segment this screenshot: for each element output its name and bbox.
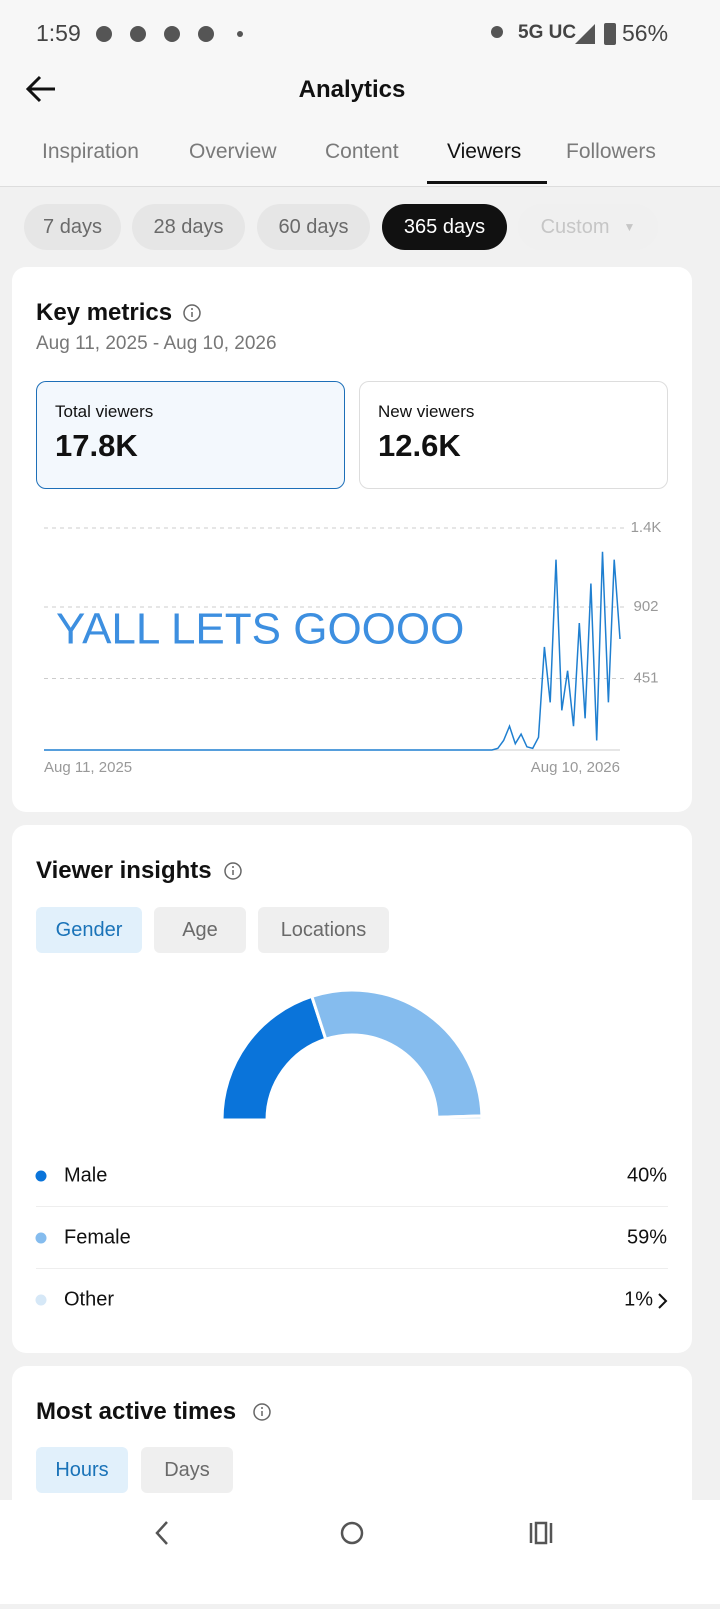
range-label: 60 days bbox=[278, 215, 349, 238]
tab[interactable]: Overview bbox=[189, 140, 277, 163]
range-label: 28 days bbox=[153, 215, 224, 238]
nav-home[interactable] bbox=[340, 1521, 364, 1545]
tab[interactable]: Content bbox=[325, 140, 399, 163]
key-metrics-card: Key metrics Aug 11, 2025 - Aug 10, 2026 … bbox=[12, 267, 692, 812]
metric-label: Total viewers bbox=[55, 402, 154, 421]
range-label: 7 days bbox=[43, 215, 102, 238]
status-time: 1:59 bbox=[36, 20, 81, 46]
nav-bar bbox=[0, 1500, 720, 1604]
metric-card[interactable]: Total viewers 17.8K bbox=[36, 381, 345, 489]
section-title: Key metrics bbox=[36, 299, 173, 326]
divider bbox=[36, 1268, 668, 1269]
filter-chip[interactable]: Days bbox=[141, 1447, 233, 1493]
range-chip[interactable]: 365 days bbox=[382, 204, 507, 250]
range-label: 365 days bbox=[403, 215, 486, 238]
metric-label: New viewers bbox=[378, 402, 475, 421]
dropdown-caret: ▼ bbox=[623, 220, 636, 234]
notification-icons bbox=[96, 23, 616, 45]
tab[interactable]: Inspiration bbox=[42, 140, 139, 163]
filter-chip[interactable]: Locations bbox=[258, 907, 389, 953]
filter-chip[interactable]: Gender bbox=[36, 907, 142, 953]
status-battery: 56% bbox=[622, 20, 669, 46]
range-chip[interactable]: 7 days bbox=[24, 204, 121, 250]
metric-value: 12.6K bbox=[378, 428, 461, 463]
section-title: Most active times bbox=[36, 1398, 237, 1425]
range-chip[interactable]: 60 days bbox=[257, 204, 370, 250]
nav-recents[interactable] bbox=[529, 1521, 553, 1545]
status-icons bbox=[25, 23, 616, 103]
date-range: Aug 11, 2025 - Aug 10, 2026 bbox=[36, 333, 277, 354]
section-title: Viewer insights bbox=[36, 857, 212, 884]
metric-card[interactable]: New viewers 12.6K bbox=[359, 381, 668, 489]
metric-value: 17.8K bbox=[55, 428, 138, 463]
chevron[interactable] bbox=[656, 1291, 670, 1311]
range-chip[interactable]: 28 days bbox=[132, 204, 245, 250]
back-button[interactable] bbox=[25, 75, 55, 103]
viewer-insights-card: Viewer insights Gender Age Locations bbox=[12, 825, 692, 1353]
tab-underline bbox=[427, 181, 547, 184]
filter-chip[interactable]: Age bbox=[154, 907, 246, 953]
nav-icons bbox=[155, 1521, 553, 1545]
tab[interactable]: Followers bbox=[566, 140, 656, 163]
tab[interactable]: Viewers bbox=[447, 140, 522, 163]
top-bar bbox=[0, 0, 720, 187]
info-icon[interactable] bbox=[252, 1402, 272, 1422]
filter-chip[interactable]: Hours bbox=[36, 1447, 128, 1493]
info-icon[interactable] bbox=[182, 303, 202, 323]
nav-back[interactable] bbox=[155, 1521, 168, 1545]
info-icon[interactable] bbox=[223, 861, 243, 881]
status-network: 5G UC bbox=[518, 22, 577, 43]
range-label: Custom bbox=[540, 215, 610, 238]
page-title: Analytics bbox=[298, 76, 406, 103]
divider bbox=[36, 1206, 668, 1207]
range-chip[interactable]: Custom ▼ bbox=[518, 204, 658, 250]
